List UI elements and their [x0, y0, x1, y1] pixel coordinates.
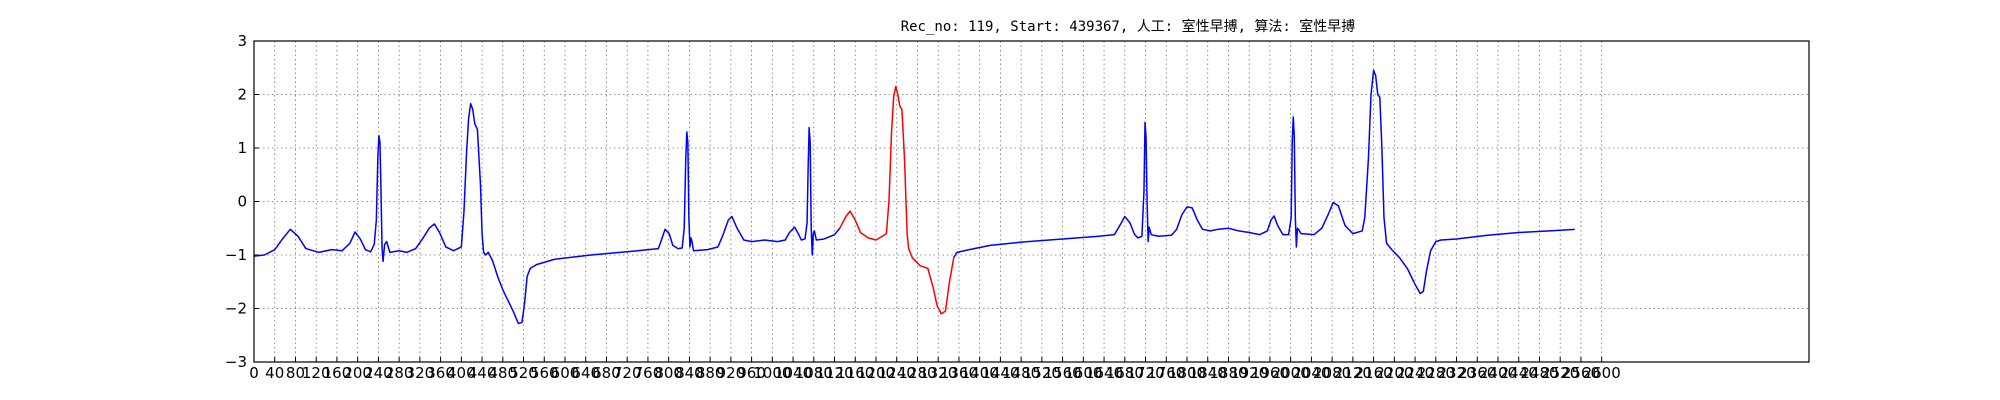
x-tick-label: 1800 — [1168, 364, 1206, 382]
x-tick-label: 280 — [385, 364, 414, 382]
x-tick-label: 1480 — [1002, 364, 1040, 382]
x-tick-label: 1960 — [1251, 364, 1289, 382]
x-tick-label: 1880 — [1209, 364, 1247, 382]
x-tick-label: 2480 — [1520, 364, 1558, 382]
x-tick-label: 680 — [592, 364, 621, 382]
x-tick-label: 2240 — [1396, 364, 1434, 382]
x-tick-label: 920 — [717, 364, 746, 382]
x-tick-label: 200 — [343, 364, 372, 382]
x-tick-label: 1360 — [940, 364, 978, 382]
x-tick-label: 1240 — [878, 364, 916, 382]
x-tick-label: 1760 — [1147, 364, 1185, 382]
x-tick-label: 1120 — [815, 364, 853, 382]
x-tick-label: 720 — [613, 364, 642, 382]
y-tick-label: 3 — [237, 32, 247, 50]
x-tick-label: 2000 — [1272, 364, 1310, 382]
x-tick-label: 1680 — [1106, 364, 1144, 382]
x-tick-label: 120 — [302, 364, 331, 382]
x-tick-label: 560 — [530, 364, 559, 382]
x-tick-label: 2600 — [1583, 364, 1621, 382]
x-tick-label: 1320 — [919, 364, 957, 382]
x-tick-label: 1520 — [1023, 364, 1061, 382]
x-tick-label: 840 — [675, 364, 704, 382]
x-tick-label: 2320 — [1437, 364, 1475, 382]
x-tick-label: 1200 — [857, 364, 895, 382]
x-tick-label: 440 — [468, 364, 497, 382]
x-tick-label: 1080 — [795, 364, 833, 382]
x-tick-label: 0 — [249, 364, 259, 382]
x-tick-label: 400 — [447, 364, 476, 382]
x-tick-label: 1160 — [836, 364, 874, 382]
x-tick-label: 600 — [551, 364, 580, 382]
x-tick-label: 1720 — [1126, 364, 1164, 382]
y-tick-label: −1 — [225, 246, 247, 264]
x-tick-label: 2200 — [1375, 364, 1413, 382]
x-tick-label: 1400 — [961, 364, 999, 382]
ecg-series-line-0 — [253, 102, 841, 325]
y-tick-label: −2 — [225, 300, 247, 318]
plot-frame — [253, 40, 1810, 363]
x-tick-label: 80 — [286, 364, 305, 382]
x-tick-label: 800 — [654, 364, 683, 382]
y-tick-label: 1 — [237, 139, 247, 157]
x-tick-label: 1840 — [1189, 364, 1227, 382]
x-tick-label: 2560 — [1562, 364, 1600, 382]
x-tick-label: 480 — [488, 364, 517, 382]
x-tick-label: 1560 — [1044, 364, 1082, 382]
x-tick-label: 760 — [634, 364, 663, 382]
x-tick-label: 2400 — [1479, 364, 1517, 382]
y-tick-label: 2 — [237, 86, 247, 104]
x-tick-label: 320 — [406, 364, 435, 382]
x-tick-label: 1280 — [898, 364, 936, 382]
ecg-series-line-2 — [953, 69, 1575, 295]
x-tick-label: 2520 — [1541, 364, 1579, 382]
x-tick-label: 1440 — [981, 364, 1019, 382]
x-axis: 0 40 8012016020024028032036040044048052056… — [249, 357, 1621, 382]
x-tick-label: 240 — [364, 364, 393, 382]
x-tick-label: 2120 — [1334, 364, 1372, 382]
y-tick-label: 0 — [237, 193, 247, 211]
grid — [253, 40, 1809, 363]
x-tick-label: 2360 — [1458, 364, 1496, 382]
x-tick-label: 1600 — [1064, 364, 1102, 382]
x-tick-label: 2440 — [1500, 364, 1538, 382]
x-tick-label: 2040 — [1292, 364, 1330, 382]
x-tick-label: 960 — [737, 364, 766, 382]
x-tick-label: 160 — [323, 364, 352, 382]
x-tick-label: 1000 — [753, 364, 791, 382]
x-tick-label: 1920 — [1230, 364, 1268, 382]
y-tick-label: −3 — [225, 353, 247, 371]
x-tick-label: 640 — [571, 364, 600, 382]
x-tick-label: 2160 — [1355, 364, 1393, 382]
chart-title: Rec_no: 119, Start: 439367, 人工: 室性早搏, 算法… — [901, 18, 1356, 35]
x-tick-label: 1640 — [1085, 364, 1123, 382]
x-tick-label: 520 — [509, 364, 538, 382]
y-axis: −3 −2 −1 0 1 2 3 — [225, 32, 259, 371]
x-tick-label: 2080 — [1313, 364, 1351, 382]
x-tick-label: 1040 — [774, 364, 812, 382]
x-tick-label: 880 — [696, 364, 725, 382]
ecg-series-line-1 — [839, 85, 955, 315]
x-tick-label: 40 — [265, 364, 284, 382]
x-tick-label: 2280 — [1417, 364, 1455, 382]
plot-lines — [253, 69, 1575, 325]
x-tick-label: 360 — [426, 364, 455, 382]
